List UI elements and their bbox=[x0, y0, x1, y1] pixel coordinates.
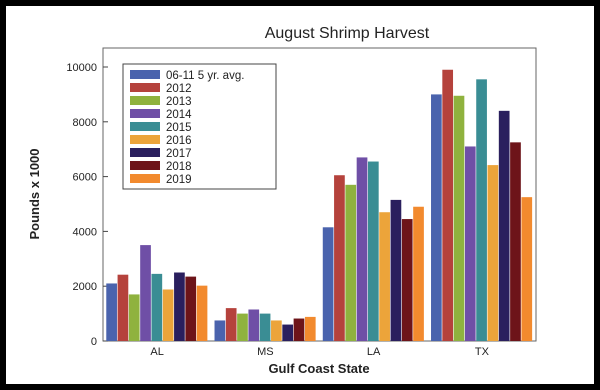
bar bbox=[271, 320, 282, 341]
bar bbox=[367, 161, 379, 341]
legend-swatch bbox=[130, 135, 160, 144]
bar bbox=[128, 294, 140, 341]
bar bbox=[431, 94, 442, 342]
bar bbox=[345, 184, 357, 341]
legend-swatch bbox=[130, 96, 160, 105]
plot-area bbox=[102, 47, 537, 342]
bar bbox=[293, 318, 305, 341]
y-tick-label: 2000 bbox=[73, 281, 97, 293]
bar bbox=[304, 316, 316, 341]
bar bbox=[453, 95, 465, 342]
bar bbox=[476, 79, 487, 341]
bar bbox=[214, 320, 226, 341]
bar bbox=[510, 142, 521, 341]
bar bbox=[282, 324, 294, 341]
legend-label: 2018 bbox=[166, 161, 192, 173]
x-tick-label: MS bbox=[257, 346, 274, 358]
legend-swatch bbox=[130, 122, 160, 131]
x-tick-label: TX bbox=[475, 346, 490, 358]
y-tick-label: 6000 bbox=[73, 172, 97, 184]
bar bbox=[356, 157, 368, 341]
chart-title: August Shrimp Harvest bbox=[265, 25, 430, 42]
bar bbox=[322, 227, 334, 341]
legend-label: 06-11 5 yr. avg. bbox=[166, 70, 244, 82]
bar bbox=[151, 273, 163, 341]
legend: 06-11 5 yr. avg.201220132014201520162017… bbox=[122, 63, 277, 190]
legend-swatch bbox=[130, 109, 160, 118]
bar bbox=[248, 309, 260, 341]
legend-label: 2015 bbox=[166, 122, 192, 134]
y-axis-label: Pounds x 1000 bbox=[27, 148, 42, 239]
bar bbox=[106, 283, 117, 341]
y-tick-label: 10000 bbox=[66, 62, 97, 74]
bar bbox=[225, 308, 237, 341]
legend-label: 2019 bbox=[166, 174, 192, 186]
plot-frame bbox=[102, 47, 537, 342]
bar bbox=[162, 289, 174, 341]
y-axis-ticks: 0 2000 4000 6000 8000 10000 bbox=[66, 62, 108, 348]
x-axis-label: Gulf Coast State bbox=[268, 361, 369, 376]
legend-swatch bbox=[130, 83, 160, 92]
bar bbox=[442, 69, 454, 342]
bar bbox=[390, 199, 402, 341]
bar bbox=[117, 274, 129, 341]
legend-label: 2012 bbox=[166, 83, 192, 95]
legend-label: 2017 bbox=[166, 148, 192, 160]
bar bbox=[413, 206, 424, 341]
x-tick-label: AL bbox=[150, 346, 163, 358]
legend-swatch bbox=[130, 174, 160, 183]
bar bbox=[259, 313, 271, 341]
legend-swatch bbox=[130, 148, 160, 157]
legend-swatch bbox=[130, 161, 160, 170]
chart-svg: August Shrimp Harvest 0 2000 4000 6000 8000 1… bbox=[27, 25, 537, 376]
bar bbox=[185, 276, 197, 341]
y-tick-label: 8000 bbox=[73, 117, 97, 129]
x-tick-label: LA bbox=[367, 346, 381, 358]
bar bbox=[464, 146, 476, 341]
legend-label: 2013 bbox=[166, 96, 192, 108]
bar bbox=[379, 212, 390, 341]
legend-label: 2016 bbox=[166, 135, 192, 147]
y-tick-label: 0 bbox=[91, 336, 97, 348]
bar bbox=[498, 110, 510, 341]
x-axis-ticks: AL MS LA TX bbox=[150, 336, 490, 358]
bar bbox=[140, 245, 151, 341]
legend-label: 2014 bbox=[166, 109, 192, 121]
bar bbox=[521, 197, 533, 341]
bar bbox=[487, 165, 499, 341]
bar bbox=[401, 219, 413, 341]
bar bbox=[196, 285, 208, 341]
bars bbox=[106, 69, 533, 342]
bar bbox=[334, 175, 345, 341]
bar bbox=[174, 272, 185, 341]
y-tick-label: 4000 bbox=[73, 226, 97, 238]
legend-swatch bbox=[130, 70, 160, 79]
bar bbox=[237, 313, 248, 341]
